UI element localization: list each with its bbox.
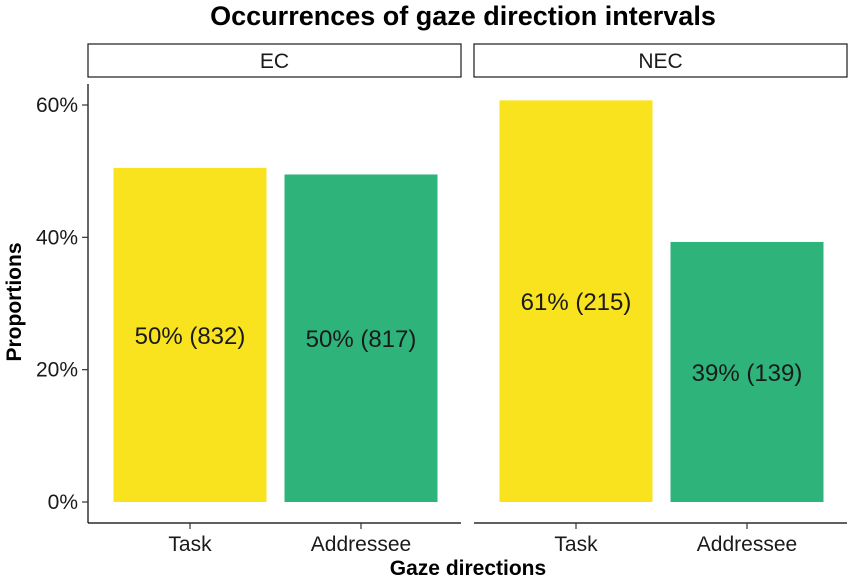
chart-title: Occurrences of gaze direction intervals	[210, 1, 716, 31]
y-tick-label: 40%	[36, 226, 78, 249]
facet-strip-label: NEC	[638, 50, 682, 73]
bar-ec-task	[113, 167, 267, 502]
x-tick-label: Addressee	[311, 533, 411, 556]
facet-strip-nec	[473, 43, 848, 78]
panels: 0% 20% 40% 60% EC 50% (832) Task 50% (817) Addre…	[36, 43, 848, 556]
x-tick-label: Task	[554, 533, 598, 556]
bar-data-label: 39% (139)	[692, 360, 803, 387]
facet-strip-label: EC	[260, 50, 289, 73]
x-tick-label: Task	[168, 533, 212, 556]
x-tick-label: Addressee	[697, 533, 797, 556]
y-tick-label: 0%	[48, 491, 78, 514]
y-tick-label: 60%	[36, 94, 78, 117]
bar-data-label: 61% (215)	[521, 289, 632, 316]
bar-data-label: 50% (832)	[135, 323, 246, 350]
bar-data-label: 50% (817)	[306, 326, 417, 353]
bar-ec-addressee	[284, 174, 438, 502]
bar-nec-addressee	[670, 241, 824, 502]
y-tick-label: 20%	[36, 359, 78, 382]
y-axis-title: Proportions	[3, 243, 26, 362]
x-axis-title: Gaze directions	[390, 557, 546, 580]
bar-nec-task	[499, 100, 653, 502]
facet-strip-ec	[87, 43, 462, 78]
